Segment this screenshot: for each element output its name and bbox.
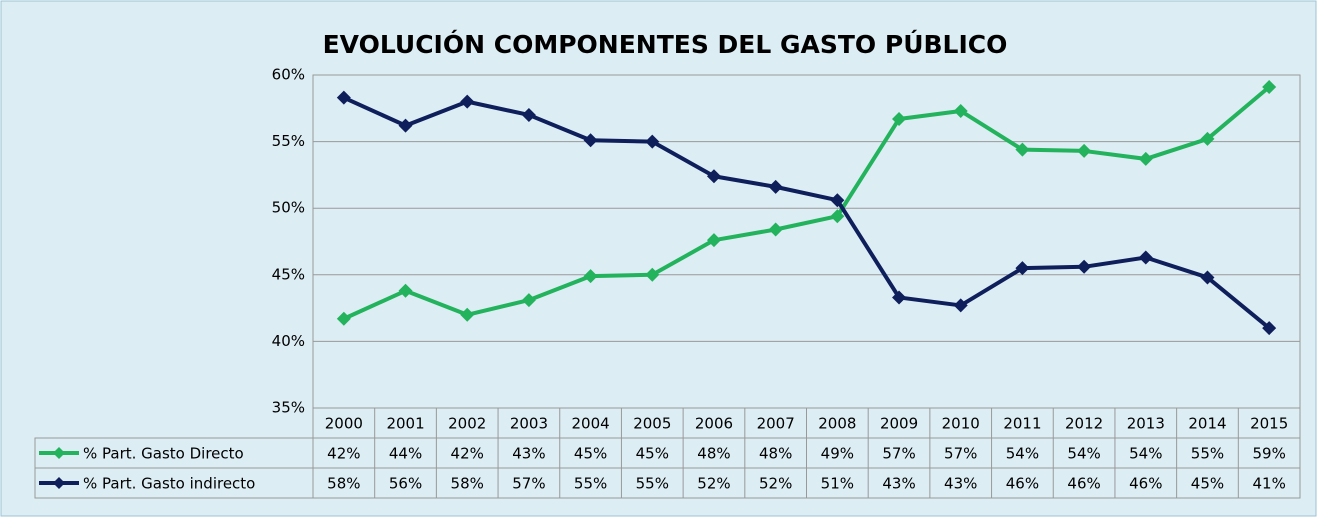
x-tick-label: 2006 xyxy=(695,415,733,433)
x-tick-label: 2013 xyxy=(1127,415,1165,433)
table-value: 52% xyxy=(697,475,730,493)
table-value: 42% xyxy=(451,445,484,463)
x-tick-label: 2007 xyxy=(757,415,795,433)
table-value: 42% xyxy=(327,445,360,463)
point-marker xyxy=(398,118,413,133)
x-tick-label: 2009 xyxy=(880,415,918,433)
table-value: 55% xyxy=(1191,445,1224,463)
x-tick-label: 2003 xyxy=(510,415,548,433)
y-tick-label: 45% xyxy=(272,265,305,283)
table-value: 43% xyxy=(944,475,977,493)
y-tick-label: 60% xyxy=(272,66,305,84)
legend-marker xyxy=(53,447,65,459)
table-value: 43% xyxy=(512,445,545,463)
y-tick-label: 50% xyxy=(272,199,305,217)
point-marker xyxy=(583,269,598,284)
legend-label: % Part. Gasto Directo xyxy=(83,445,244,463)
x-tick-label: 2005 xyxy=(633,415,671,433)
point-marker xyxy=(706,169,721,184)
series-line xyxy=(343,95,1271,330)
x-tick-label: 2012 xyxy=(1065,415,1103,433)
table-value: 54% xyxy=(1129,445,1162,463)
chart-title: EVOLUCIÓN COMPONENTES DEL GASTO PÚBLICO xyxy=(323,29,1008,59)
x-tick-label: 2015 xyxy=(1250,415,1288,433)
point-marker xyxy=(1138,250,1153,265)
point-marker xyxy=(1077,259,1092,274)
point-marker xyxy=(892,111,907,126)
table-value: 55% xyxy=(636,475,669,493)
table-value: 52% xyxy=(759,475,792,493)
table-value: 56% xyxy=(389,475,422,493)
x-tick-label: 2000 xyxy=(325,415,363,433)
point-marker xyxy=(1015,261,1030,276)
point-marker xyxy=(398,283,413,298)
point-marker xyxy=(460,307,475,322)
table-value: 58% xyxy=(451,475,484,493)
point-marker xyxy=(892,290,907,305)
table-value: 41% xyxy=(1252,475,1285,493)
point-marker xyxy=(336,90,351,105)
legend-label: % Part. Gasto indirecto xyxy=(83,475,255,493)
table-value: 51% xyxy=(821,475,854,493)
table-value: 49% xyxy=(821,445,854,463)
point-marker xyxy=(645,134,660,149)
point-marker xyxy=(645,267,660,282)
point-marker xyxy=(1200,270,1215,285)
y-tick-label: 40% xyxy=(272,332,305,350)
table-value: 48% xyxy=(697,445,730,463)
table-value: 46% xyxy=(1006,475,1039,493)
y-tick-label: 55% xyxy=(272,132,305,150)
table-value: 45% xyxy=(1191,475,1224,493)
table-value: 57% xyxy=(944,445,977,463)
table-value: 54% xyxy=(1067,445,1100,463)
point-marker xyxy=(1138,151,1153,166)
point-marker xyxy=(583,133,598,148)
point-marker xyxy=(830,193,845,208)
table-value: 54% xyxy=(1006,445,1039,463)
x-tick-label: 2010 xyxy=(942,415,980,433)
point-marker xyxy=(830,209,845,224)
table-value: 44% xyxy=(389,445,422,463)
table-value: 45% xyxy=(636,445,669,463)
table-value: 43% xyxy=(882,475,915,493)
point-marker xyxy=(1015,142,1030,157)
point-marker xyxy=(1077,143,1092,158)
table-value: 58% xyxy=(327,475,360,493)
x-tick-label: 2011 xyxy=(1003,415,1041,433)
point-marker xyxy=(953,298,968,313)
point-marker xyxy=(1262,79,1277,94)
table-value: 46% xyxy=(1067,475,1100,493)
x-tick-label: 2001 xyxy=(386,415,424,433)
table-value: 57% xyxy=(512,475,545,493)
y-tick-label: 35% xyxy=(272,399,305,417)
point-marker xyxy=(953,103,968,118)
point-marker xyxy=(336,311,351,326)
x-tick-label: 2008 xyxy=(818,415,856,433)
table-value: 57% xyxy=(882,445,915,463)
x-tick-label: 2014 xyxy=(1188,415,1226,433)
point-marker xyxy=(521,107,536,122)
point-marker xyxy=(768,222,783,237)
table-value: 59% xyxy=(1252,445,1285,463)
point-marker xyxy=(460,94,475,109)
series-line xyxy=(343,85,1271,321)
legend-marker xyxy=(53,477,65,489)
table-value: 46% xyxy=(1129,475,1162,493)
point-marker xyxy=(521,293,536,308)
point-marker xyxy=(706,233,721,248)
table-value: 45% xyxy=(574,445,607,463)
point-marker xyxy=(768,179,783,194)
point-marker xyxy=(1262,321,1277,336)
point-marker xyxy=(1200,131,1215,146)
x-tick-label: 2002 xyxy=(448,415,486,433)
x-tick-label: 2004 xyxy=(572,415,610,433)
table-value: 55% xyxy=(574,475,607,493)
table-value: 48% xyxy=(759,445,792,463)
